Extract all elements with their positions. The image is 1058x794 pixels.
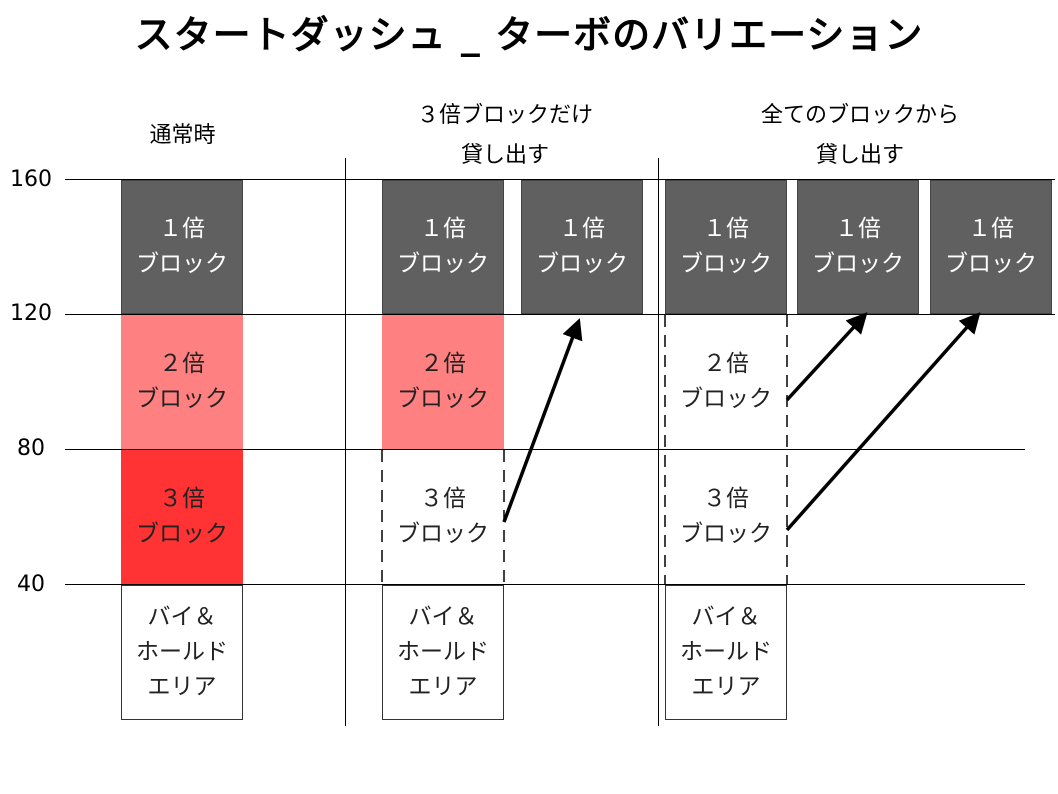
lend-x3-x2-block: ２倍 ブロック	[382, 315, 504, 449]
column-divider-2	[658, 158, 659, 726]
column-header-normal: 通常時	[149, 123, 216, 148]
lend-all-x1-block: １倍 ブロック	[665, 180, 787, 314]
lend-x3-x1-block: １倍 ブロック	[382, 180, 504, 314]
lend-all-x2-block-empty: ２倍 ブロック	[665, 315, 787, 449]
y-tick-160: 160	[10, 167, 52, 192]
lend-x3-lent-x1-block: １倍 ブロック	[521, 180, 643, 314]
normal-hold-area: バイ＆ ホールド エリア	[121, 585, 243, 720]
column-divider-1	[345, 158, 346, 726]
lend-x3-x3-block-empty: ３倍 ブロック	[382, 450, 504, 584]
lend-all-lent-x1-block-a: １倍 ブロック	[797, 180, 919, 314]
y-tick-40: 40	[17, 572, 45, 597]
y-tick-80: 80	[17, 436, 45, 461]
column-header-lend-x3: ３倍ブロックだけ 貸し出す	[416, 103, 593, 168]
lend-all-lent-x1-block-b: １倍 ブロック	[930, 180, 1052, 314]
lend-all-x3-block-empty: ３倍 ブロック	[665, 450, 787, 584]
y-tick-120: 120	[10, 301, 52, 326]
normal-x1-block: １倍 ブロック	[121, 180, 243, 314]
normal-x2-block: ２倍 ブロック	[121, 315, 243, 449]
arrow-x3-to-lent-x1-b	[785, 312, 981, 532]
column-header-lend-all: 全てのブロックから 貸し出す	[760, 103, 959, 168]
normal-x3-block: ３倍 ブロック	[121, 450, 243, 584]
lend-x3-hold-area: バイ＆ ホールド エリア	[382, 585, 504, 720]
arrow-x3-to-lent-x1	[502, 318, 583, 523]
gridline-40	[65, 584, 1025, 585]
lend-all-hold-area: バイ＆ ホールド エリア	[665, 585, 787, 720]
diagram-title: スタートダッシュ _ ターボのバリエーション	[134, 13, 924, 57]
gridline-160	[65, 179, 1055, 180]
arrow-x2-to-lent-x1-a	[785, 312, 868, 402]
gridline-120	[65, 314, 1055, 315]
